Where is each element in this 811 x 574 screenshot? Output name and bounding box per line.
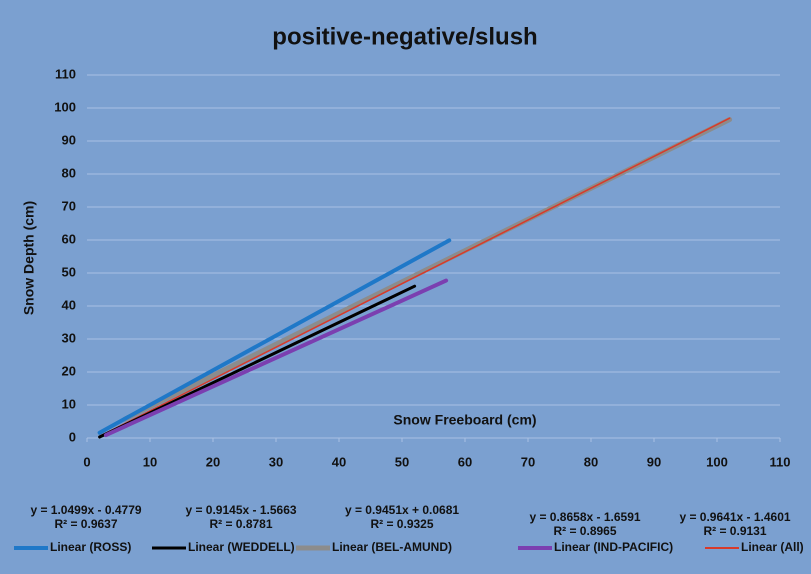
trend-line (98, 117, 731, 438)
r-squared: R² = 0.8965 (553, 524, 616, 538)
x-tick-label: 40 (332, 454, 346, 469)
x-tick-label: 50 (395, 454, 409, 469)
x-tick-label: 0 (83, 454, 90, 469)
y-tick-label: 70 (62, 198, 76, 213)
legend-label: Linear (ROSS) (50, 540, 131, 554)
y-tick-label: 20 (62, 363, 76, 378)
legend-label: Linear (BEL-AMUND) (332, 540, 452, 554)
y-tick-label: 100 (54, 99, 76, 114)
y-tick-label: 50 (62, 264, 76, 279)
trend-line (103, 278, 449, 438)
r-squared: R² = 0.9325 (370, 517, 433, 531)
r-squared: R² = 0.8781 (209, 517, 272, 531)
x-tick-label: 20 (206, 454, 220, 469)
x-axis-title: Snow Freeboard (cm) (393, 412, 536, 428)
equation: y = 0.9641x - 1.4601 (679, 510, 790, 524)
y-tick-label: 30 (62, 330, 76, 345)
chart-title: positive-negative/slush (272, 23, 537, 50)
x-tick-label: 100 (706, 454, 728, 469)
y-axis-title: Snow Depth (cm) (21, 201, 37, 315)
legend-label: Linear (IND-PACIFIC) (554, 540, 673, 554)
legend-label: Linear (WEDDELL) (188, 540, 295, 554)
legend-label: Linear (All) (741, 540, 804, 554)
y-tick-label: 60 (62, 231, 76, 246)
x-tick-label: 80 (584, 454, 598, 469)
y-tick-label: 10 (62, 396, 76, 411)
equation: y = 0.9145x - 1.5663 (185, 503, 296, 517)
equation: y = 0.9451x + 0.0681 (345, 503, 459, 517)
x-tick-label: 30 (269, 454, 283, 469)
x-tick-label: 90 (647, 454, 661, 469)
equation: y = 1.0499x - 0.4779 (30, 503, 141, 517)
y-tick-label: 90 (62, 132, 76, 147)
y-tick-label: 0 (69, 429, 76, 444)
r-squared: R² = 0.9131 (703, 524, 766, 538)
y-tick-label: 80 (62, 165, 76, 180)
equation: y = 0.8658x - 1.6591 (529, 510, 640, 524)
r-squared: R² = 0.9637 (54, 517, 117, 531)
x-tick-label: 70 (521, 454, 535, 469)
trend-line (97, 238, 452, 435)
x-tick-label: 60 (458, 454, 472, 469)
x-tick-label: 110 (770, 454, 791, 469)
x-tick-label: 10 (143, 454, 157, 469)
y-tick-label: 110 (55, 66, 76, 81)
y-tick-label: 40 (62, 297, 76, 312)
